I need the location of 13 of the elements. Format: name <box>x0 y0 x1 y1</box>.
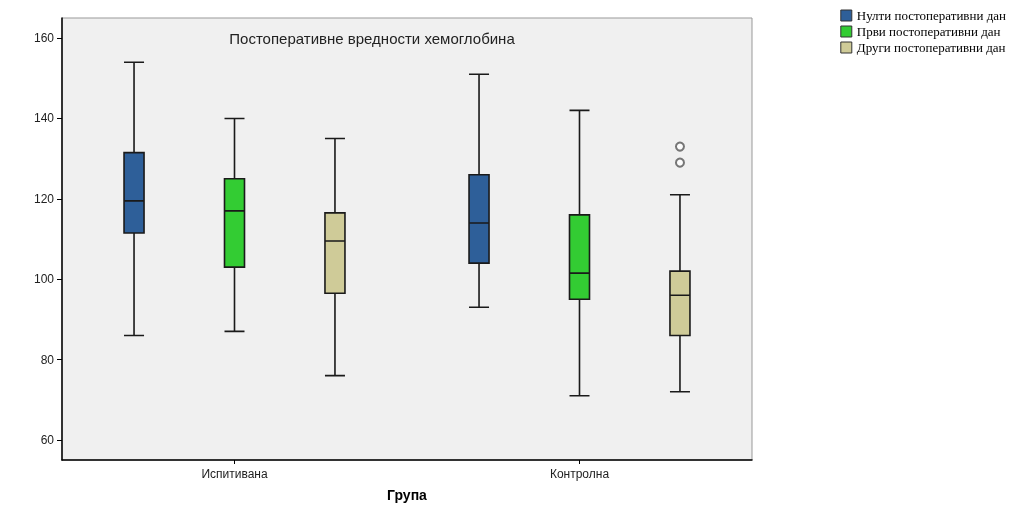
legend-label: Други постоперативни дан <box>856 40 1006 55</box>
x-tick-label: Контролна <box>549 467 610 481</box>
y-tick-label: 80 <box>40 352 55 367</box>
legend-label: Нулти постоперативни дан <box>856 8 1007 23</box>
x-tick-label: Испитивана <box>201 467 268 481</box>
y-tick-label: 160 <box>33 31 55 46</box>
y-tick-label: 100 <box>33 272 55 287</box>
y-tick-label: 60 <box>40 432 55 447</box>
y-tick-label: 120 <box>33 191 55 206</box>
text: Постоперативне вредности хемоглобина <box>229 30 516 47</box>
x-axis-title: Група <box>387 487 428 503</box>
y-tick-label: 140 <box>33 111 55 126</box>
legend-label: Први постоперативни дан <box>856 24 1001 39</box>
